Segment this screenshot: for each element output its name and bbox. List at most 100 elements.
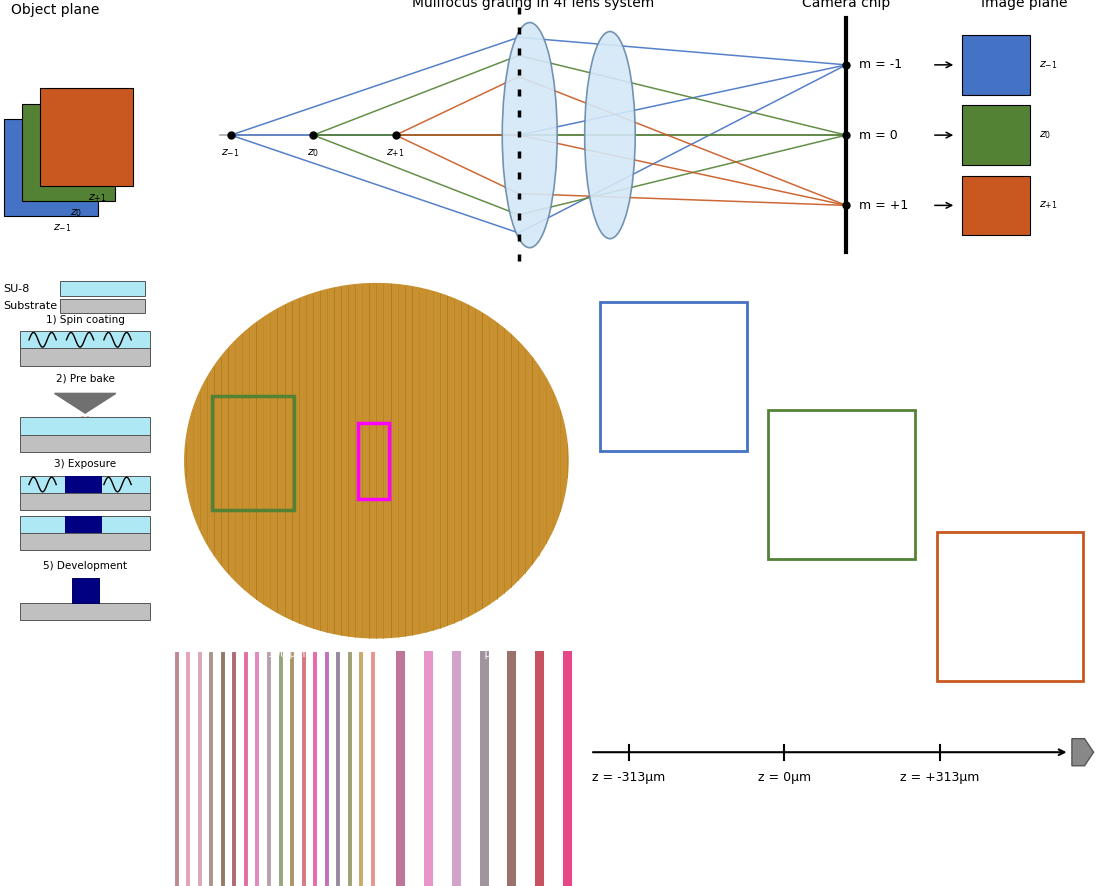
Bar [21, 331, 149, 348]
Bar [65, 516, 102, 533]
Bar [851, 557, 861, 564]
Bar [813, 824, 820, 837]
Bar [1023, 843, 1033, 844]
Bar [691, 843, 701, 844]
Bar [635, 275, 641, 338]
Bar [59, 282, 145, 296]
Bar [964, 275, 968, 338]
Bar [811, 839, 815, 851]
Bar [59, 299, 145, 314]
Bar [635, 839, 640, 851]
Bar [851, 835, 861, 837]
Bar [973, 824, 978, 837]
Bar [664, 832, 667, 842]
Bar [687, 843, 697, 844]
Bar [810, 352, 813, 406]
Bar [851, 843, 861, 844]
Bar [803, 501, 809, 564]
Bar [796, 501, 800, 564]
Bar [810, 578, 813, 632]
Text: m = 0: m = 0 [859, 128, 898, 142]
Bar [993, 832, 998, 842]
Bar [831, 428, 834, 473]
Bar [1019, 835, 1029, 837]
Bar [1023, 595, 1032, 600]
Bar [999, 315, 1002, 361]
Bar [644, 275, 650, 338]
Text: $z_{-1}$: $z_{-1}$ [1039, 59, 1057, 71]
Bar [628, 388, 632, 451]
Text: z = 0μm: z = 0μm [758, 771, 811, 784]
Bar [21, 494, 149, 510]
Bar [358, 423, 389, 499]
Bar [962, 35, 1030, 95]
Bar [691, 557, 700, 564]
Bar [851, 369, 861, 374]
Bar [981, 824, 988, 837]
Bar [1023, 557, 1032, 564]
Text: $z_{+1}$: $z_{+1}$ [1039, 199, 1057, 211]
Text: m = -1: m = -1 [859, 58, 902, 72]
Bar [642, 578, 645, 632]
Bar [978, 578, 981, 632]
Bar [65, 476, 102, 494]
Bar [858, 481, 867, 487]
Bar [657, 541, 660, 587]
Bar [999, 541, 1002, 587]
Bar [1023, 481, 1032, 487]
Bar [692, 835, 702, 837]
Bar [796, 388, 800, 451]
Bar [851, 595, 861, 600]
Bar [4, 119, 98, 216]
Bar [810, 464, 813, 518]
Bar [855, 331, 864, 338]
Bar [634, 578, 639, 632]
Bar [837, 541, 841, 587]
Bar [980, 501, 986, 564]
Bar [1019, 444, 1029, 451]
Bar [628, 578, 631, 632]
Bar [831, 315, 834, 361]
Bar [1019, 557, 1029, 564]
Bar [690, 595, 699, 600]
Bar [1026, 481, 1035, 487]
Text: 1) Spin coating: 1) Spin coating [46, 315, 124, 324]
Bar [837, 428, 841, 473]
Bar [1023, 444, 1032, 451]
Bar [796, 352, 799, 406]
Text: 200 μm: 200 μm [603, 273, 639, 282]
Ellipse shape [502, 22, 557, 248]
Bar [803, 839, 808, 851]
Text: 2) Pre bake: 2) Pre bake [56, 373, 114, 383]
Bar [642, 352, 645, 406]
Polygon shape [1072, 739, 1094, 766]
Bar [211, 396, 295, 510]
Bar [825, 541, 829, 587]
Bar [855, 369, 864, 374]
Bar [682, 444, 692, 451]
Text: $z_0$: $z_0$ [70, 207, 82, 219]
Bar [964, 352, 967, 406]
Text: 200 μm: 200 μm [603, 795, 639, 804]
Polygon shape [55, 393, 115, 413]
Bar [21, 602, 149, 620]
Bar [1023, 331, 1032, 338]
Bar [691, 331, 700, 338]
Bar [839, 832, 842, 842]
Text: 27 μm: 27 μm [469, 649, 500, 659]
Bar [1019, 843, 1029, 844]
Bar [682, 369, 692, 374]
Bar [687, 835, 698, 837]
Bar [1023, 369, 1032, 374]
Bar [669, 315, 673, 361]
Bar [851, 331, 861, 338]
Text: m = +1: m = +1 [859, 198, 909, 212]
Bar [859, 843, 869, 844]
Bar [1019, 481, 1029, 487]
Bar [796, 578, 799, 632]
Bar [628, 501, 632, 564]
Bar [993, 315, 997, 361]
Bar [802, 464, 807, 518]
Bar [855, 835, 866, 837]
Bar [657, 832, 662, 842]
